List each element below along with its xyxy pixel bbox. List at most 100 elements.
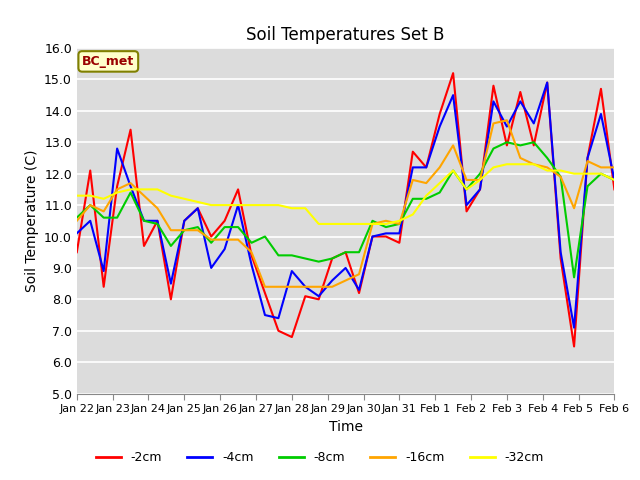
-16cm [301, 284, 309, 289]
-2cm [100, 284, 108, 289]
-16cm [611, 165, 618, 170]
-8cm [73, 215, 81, 220]
-2cm [570, 344, 578, 349]
-32cm [275, 202, 282, 208]
-4cm [597, 111, 605, 117]
-8cm [530, 139, 538, 145]
-32cm [476, 177, 484, 183]
-4cm [396, 230, 403, 236]
-4cm [382, 230, 390, 236]
-2cm [275, 328, 282, 334]
-16cm [342, 277, 349, 283]
-16cm [584, 158, 591, 164]
Line: -8cm: -8cm [77, 142, 614, 277]
-32cm [180, 196, 188, 202]
-4cm [180, 218, 188, 224]
-8cm [597, 171, 605, 177]
-16cm [140, 193, 148, 199]
-32cm [86, 193, 94, 199]
-32cm [422, 193, 430, 199]
-4cm [584, 155, 591, 161]
-8cm [207, 240, 215, 246]
-16cm [449, 143, 457, 148]
Title: Soil Temperatures Set B: Soil Temperatures Set B [246, 25, 445, 44]
-16cm [476, 177, 484, 183]
-16cm [369, 221, 376, 227]
-8cm [301, 256, 309, 262]
-2cm [584, 155, 591, 161]
-4cm [315, 293, 323, 299]
-8cm [382, 224, 390, 230]
-8cm [100, 215, 108, 220]
-32cm [301, 205, 309, 211]
-8cm [180, 228, 188, 233]
-2cm [342, 249, 349, 255]
-4cm [409, 165, 417, 170]
-32cm [127, 187, 134, 192]
-32cm [530, 161, 538, 167]
-8cm [463, 187, 470, 192]
-4cm [557, 249, 564, 255]
-4cm [543, 80, 551, 85]
-2cm [288, 334, 296, 340]
-2cm [154, 218, 161, 224]
-8cm [194, 224, 202, 230]
-16cm [503, 118, 511, 123]
-16cm [597, 165, 605, 170]
-8cm [409, 196, 417, 202]
-16cm [355, 271, 363, 277]
-16cm [154, 205, 161, 211]
-16cm [234, 237, 242, 242]
-8cm [355, 249, 363, 255]
-8cm [476, 171, 484, 177]
-2cm [490, 83, 497, 89]
-16cm [194, 228, 202, 233]
-4cm [449, 92, 457, 98]
-16cm [167, 228, 175, 233]
-32cm [73, 193, 81, 199]
-2cm [503, 143, 511, 148]
-4cm [516, 98, 524, 104]
-2cm [463, 208, 470, 214]
-16cm [557, 174, 564, 180]
-2cm [207, 234, 215, 240]
-4cm [342, 265, 349, 271]
-16cm [570, 205, 578, 211]
Text: BC_met: BC_met [82, 55, 134, 68]
-4cm [127, 183, 134, 189]
-8cm [503, 139, 511, 145]
-4cm [570, 325, 578, 331]
-32cm [261, 202, 269, 208]
-32cm [382, 221, 390, 227]
-2cm [234, 187, 242, 192]
-32cm [154, 187, 161, 192]
-2cm [449, 70, 457, 76]
-8cm [167, 243, 175, 249]
-4cm [369, 234, 376, 240]
-2cm [86, 168, 94, 173]
-32cm [167, 193, 175, 199]
-4cm [167, 281, 175, 287]
-2cm [167, 297, 175, 302]
-16cm [248, 249, 255, 255]
-16cm [396, 221, 403, 227]
-2cm [382, 234, 390, 240]
-2cm [422, 165, 430, 170]
-8cm [543, 155, 551, 161]
-2cm [530, 143, 538, 148]
-8cm [570, 275, 578, 280]
-4cm [490, 98, 497, 104]
-4cm [73, 230, 81, 236]
-2cm [543, 80, 551, 85]
-8cm [221, 224, 228, 230]
-2cm [261, 290, 269, 296]
-32cm [543, 168, 551, 173]
-32cm [113, 190, 121, 195]
-2cm [476, 187, 484, 192]
-2cm [369, 234, 376, 240]
-16cm [180, 228, 188, 233]
-32cm [100, 196, 108, 202]
-32cm [288, 205, 296, 211]
-16cm [490, 120, 497, 126]
-32cm [557, 168, 564, 173]
